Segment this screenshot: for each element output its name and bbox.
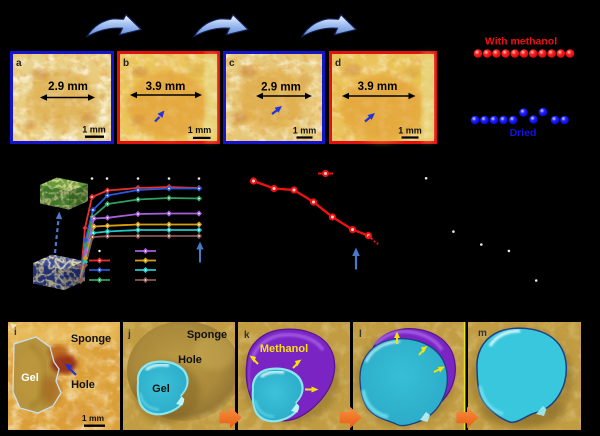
svg-text:1 mm: 1 mm: [82, 125, 106, 135]
svg-text:Gel: Gel: [152, 383, 170, 395]
svg-text:With methanol: With methanol: [485, 36, 557, 48]
svg-text:c: c: [229, 58, 235, 69]
svg-text:3.9 mm: 3.9 mm: [358, 81, 398, 93]
svg-text:3.9 mm: 3.9 mm: [146, 81, 186, 93]
svg-text:Methanol: Methanol: [260, 343, 308, 355]
svg-text:i: i: [14, 327, 17, 338]
svg-text:a: a: [16, 58, 22, 69]
svg-text:2.9 mm: 2.9 mm: [48, 81, 88, 93]
svg-text:2.9 mm: 2.9 mm: [261, 82, 301, 94]
svg-text:j: j: [127, 329, 131, 340]
svg-text:Sponge: Sponge: [187, 329, 227, 341]
svg-text:d: d: [335, 58, 341, 69]
svg-text:Hole: Hole: [178, 354, 202, 366]
svg-text:m: m: [478, 328, 487, 339]
svg-text:b: b: [123, 58, 129, 69]
svg-text:k: k: [244, 330, 250, 341]
svg-text:Sponge: Sponge: [71, 333, 111, 345]
svg-text:Hole: Hole: [71, 379, 95, 391]
svg-text:1 mm: 1 mm: [82, 413, 105, 423]
svg-text:Dried: Dried: [510, 127, 537, 139]
svg-text:l: l: [359, 329, 362, 340]
svg-text:1 mm: 1 mm: [398, 126, 422, 136]
svg-text:1 mm: 1 mm: [188, 125, 212, 135]
svg-text:Gel: Gel: [21, 372, 39, 384]
svg-text:1 mm: 1 mm: [293, 126, 317, 136]
